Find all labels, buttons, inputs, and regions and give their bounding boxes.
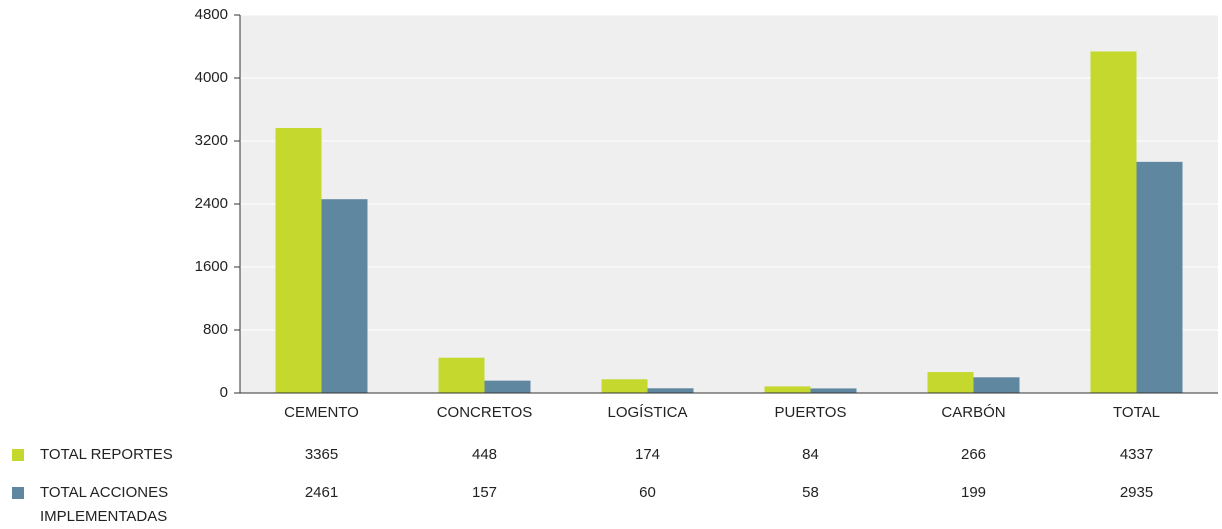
table-value: 3365 — [305, 446, 338, 463]
bar — [647, 388, 694, 393]
bar — [973, 377, 1020, 393]
bar — [1090, 51, 1137, 394]
table-value: 4337 — [1120, 446, 1153, 463]
y-tick-label: 1600 — [195, 258, 228, 275]
legend-label: TOTAL REPORTES — [40, 446, 173, 463]
legend-swatch — [12, 487, 24, 499]
table-value: 2461 — [305, 484, 338, 501]
table-value: 174 — [635, 446, 660, 463]
y-tick-label: 800 — [203, 321, 228, 338]
table-value: 448 — [472, 446, 497, 463]
bar — [1136, 161, 1183, 393]
bar — [764, 386, 811, 393]
x-tick-label: CEMENTO — [284, 404, 359, 421]
bar — [438, 357, 485, 393]
table-value: 2935 — [1120, 484, 1153, 501]
bar — [321, 199, 368, 393]
legend-swatch — [12, 449, 24, 461]
bar — [810, 388, 857, 393]
table-value: 58 — [802, 484, 819, 501]
y-tick-label: 4800 — [195, 6, 228, 23]
bar — [275, 128, 322, 393]
bar — [484, 380, 531, 393]
table-value: 199 — [961, 484, 986, 501]
table-value: 60 — [639, 484, 656, 501]
x-tick-label: LOGÍSTICA — [607, 404, 687, 421]
y-tick-label: 0 — [220, 384, 228, 401]
x-tick-label: TOTAL — [1113, 404, 1160, 421]
table-value: 266 — [961, 446, 986, 463]
y-tick-label: 3200 — [195, 132, 228, 149]
bar — [927, 372, 974, 393]
table-value: 84 — [802, 446, 819, 463]
bar — [601, 379, 648, 393]
x-tick-label: CONCRETOS — [437, 404, 533, 421]
legend-label: TOTAL ACCIONES IMPLEMENTADAS — [40, 484, 169, 525]
y-tick-label: 4000 — [195, 69, 228, 86]
y-tick-label: 2400 — [195, 195, 228, 212]
x-tick-label: PUERTOS — [775, 404, 847, 421]
table-value: 157 — [472, 484, 497, 501]
x-tick-label: CARBÓN — [941, 404, 1005, 421]
